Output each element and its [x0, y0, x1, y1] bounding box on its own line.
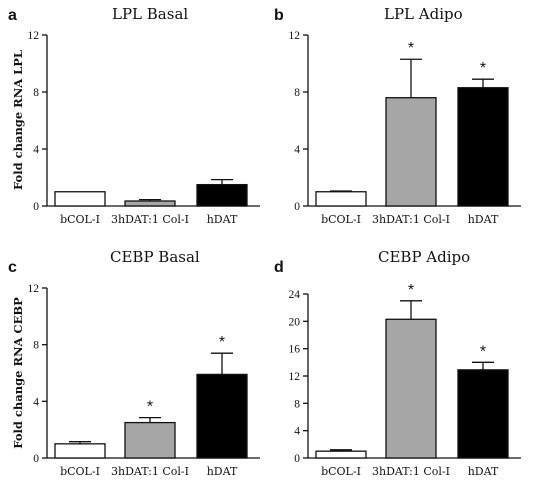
x-category-label: bCOL-I [321, 465, 361, 478]
x-category-label: 3hDAT:1 Col-I [111, 465, 189, 478]
y-tick-label: 4 [33, 144, 39, 156]
chart-panel-b: b LPL Adipo 0 4 8 12 bCOL-I 3hDAT:1 Col-I * hDAT * [274, 5, 521, 226]
y-tick-label: 4 [33, 396, 39, 408]
x-category-label: bCOL-I [60, 465, 100, 478]
bar-bcol-i [315, 191, 367, 207]
significance-star: * [480, 60, 486, 77]
y-tick-label: 20 [289, 316, 301, 328]
panel-letter: d [274, 259, 284, 276]
x-category-label: 3hDAT:1 Col-I [372, 213, 450, 226]
chart-title: CEBP Adipo [378, 248, 470, 266]
y-axis-label: Fold change RNA CEBP [11, 297, 25, 449]
bar-bcol-i [315, 450, 367, 459]
y-tick-label: 8 [33, 340, 39, 352]
x-category-label: hDAT [207, 465, 238, 478]
y-tick-label: 8 [294, 398, 300, 410]
bar-3hdat-1-col-i [385, 318, 437, 459]
y-tick-label: 0 [33, 201, 39, 213]
x-category-label: 3hDAT:1 Col-I [111, 213, 189, 226]
significance-star: * [480, 343, 486, 360]
bar-hdat [457, 87, 509, 207]
y-tick-label: 8 [33, 87, 39, 99]
significance-star: * [147, 399, 153, 416]
bar-bcol-i [54, 191, 106, 207]
bar-hdat [196, 183, 248, 207]
x-category-label: hDAT [468, 213, 499, 226]
y-tick-label: 12 [289, 30, 301, 42]
y-tick-label: 4 [294, 144, 300, 156]
chart-panel-a: a LPL Basal Fold change RNA LPL 0 4 8 12 bCOL-I… [8, 5, 260, 226]
y-tick-label: 12 [28, 283, 40, 295]
y-axis-label: Fold change RNA LPL [11, 50, 25, 190]
x-category-label: bCOL-I [321, 213, 361, 226]
y-tick-label: 12 [289, 371, 301, 383]
x-category-label: bCOL-I [60, 213, 100, 226]
significance-star: * [219, 334, 225, 351]
bar-hdat [196, 373, 248, 459]
significance-star: * [408, 40, 414, 57]
chart-panel-c: c CEBP Basal Fold change RNA CEBP 0 4 8 12 bCOL… [8, 248, 260, 478]
y-tick-label: 12 [28, 30, 40, 42]
x-category-label: hDAT [468, 465, 499, 478]
chart-panel-d: d CEBP Adipo 0 4 8 12 16 20 24 bCOL-I 3hDAT:1 Col-… [274, 248, 521, 478]
y-tick-label: 0 [294, 453, 300, 465]
y-tick-label: 8 [294, 87, 300, 99]
bar-3hdat-1-col-i [385, 97, 437, 207]
x-category-label: hDAT [207, 213, 238, 226]
panel-letter: a [8, 7, 17, 24]
bar-3hdat-1-col-i [124, 421, 176, 459]
y-tick-label: 0 [33, 453, 39, 465]
y-tick-label: 4 [294, 426, 300, 438]
chart-title: CEBP Basal [110, 248, 200, 266]
bar-bcol-i [54, 443, 106, 459]
bar-hdat [457, 369, 509, 459]
bar-3hdat-1-col-i [124, 200, 176, 207]
y-tick-label: 0 [294, 201, 300, 213]
chart-title: LPL Adipo [384, 5, 463, 23]
chart-title: LPL Basal [112, 5, 188, 23]
y-tick-label: 24 [289, 289, 301, 301]
y-tick-label: 16 [289, 344, 301, 356]
x-category-label: 3hDAT:1 Col-I [372, 465, 450, 478]
significance-star: * [408, 282, 414, 299]
panel-letter: c [8, 259, 17, 276]
panel-letter: b [274, 7, 284, 24]
